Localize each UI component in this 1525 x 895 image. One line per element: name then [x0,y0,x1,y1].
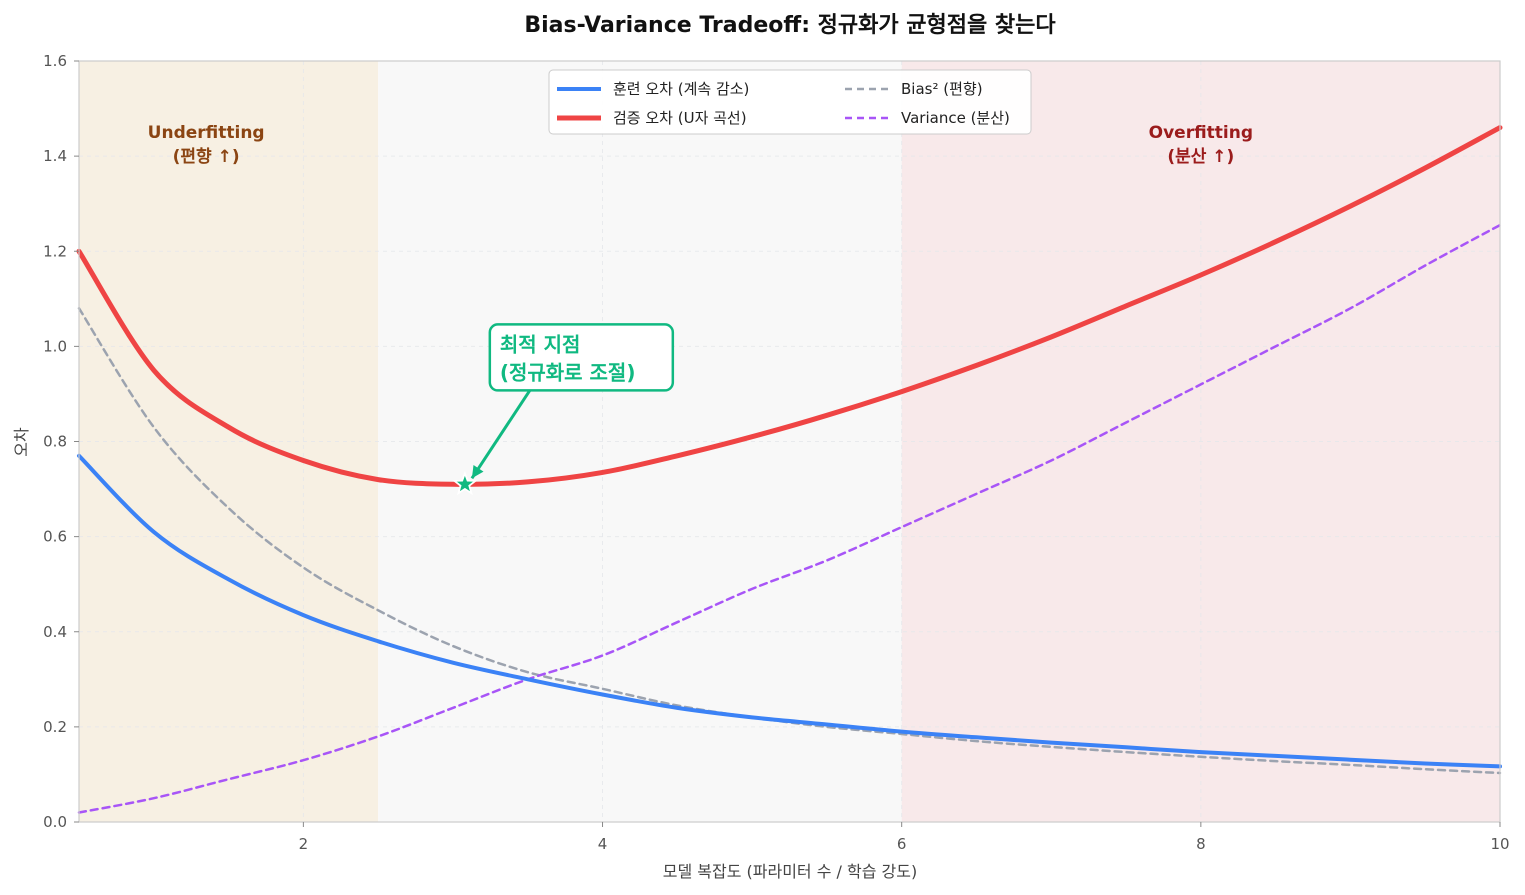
legend-label-validation: 검증 오차 (U자 곡선) [613,109,747,127]
y-axis-ticks: 0.0 0.2 0.4 0.6 0.8 1.0 1.2 1.4 1.6 [43,52,79,831]
optimal-point-annotation: 최적 지점 (정규화로 조절) [452,323,675,496]
x-tick-label-4: 10 [1490,835,1509,853]
series-line-train [77,453,1502,769]
annotation-text-line2: (정규화로 조절) [500,360,636,384]
x-axis-label: 모델 복잡도 (파라미터 수 / 학습 강도) [663,862,917,881]
y-tick-label-5: 1.0 [43,337,67,355]
y-tick-label-7: 1.4 [43,147,67,165]
y-tick-label-4: 0.8 [43,433,67,451]
y-tick-label-2: 0.4 [43,623,67,641]
region-labels: Underfitting (편향 ↑) Overfitting (분산 ↑) [148,123,1253,167]
region-underfit [79,61,379,822]
annotation-arrow [470,389,532,480]
legend-label-variance: Variance (분산) [901,109,1010,127]
region-backgrounds [79,61,1500,822]
legend-label-train: 훈련 오차 (계속 감소) [613,80,749,98]
y-tick-label-3: 0.6 [43,528,67,546]
region-sublabel-underfit: (편향 ↑) [173,146,240,167]
region-sublabel-overfit: (분산 ↑) [1167,147,1234,167]
series-line-variance [77,223,1502,814]
annotation-text-line1: 최적 지점 [500,332,581,356]
legend-label-bias: Bias² (편향) [901,80,983,98]
x-tick-label-0: 2 [299,835,309,853]
optimal-point-star-icon [452,470,478,496]
region-label-underfit: Underfitting [148,123,265,143]
chart-title: Bias-Variance Tradeoff: 정규화가 균형점을 찾는다 [524,13,1056,38]
y-tick-label-1: 0.2 [43,718,67,736]
y-tick-label-0: 0.0 [43,813,67,831]
legend-box [548,69,1032,135]
series-line-validation [76,125,1503,487]
region-label-overfit: Overfitting [1149,123,1253,143]
x-tick-label-1: 4 [598,835,608,853]
y-tick-label-8: 1.6 [43,52,67,70]
legend: 훈련 오차 (계속 감소) 검증 오차 (U자 곡선) Bias² (편향) Vari… [548,69,1032,135]
y-tick-label-6: 1.2 [43,242,67,260]
annotation-arrowhead [471,465,484,479]
x-tick-label-3: 8 [1196,835,1206,853]
y-axis-label: 오차 [12,427,31,457]
x-tick-label-2: 6 [897,835,907,853]
annotation-box [488,323,675,392]
x-axis-ticks: 2 4 6 8 10 [299,822,1510,853]
series-lines [76,125,1503,814]
